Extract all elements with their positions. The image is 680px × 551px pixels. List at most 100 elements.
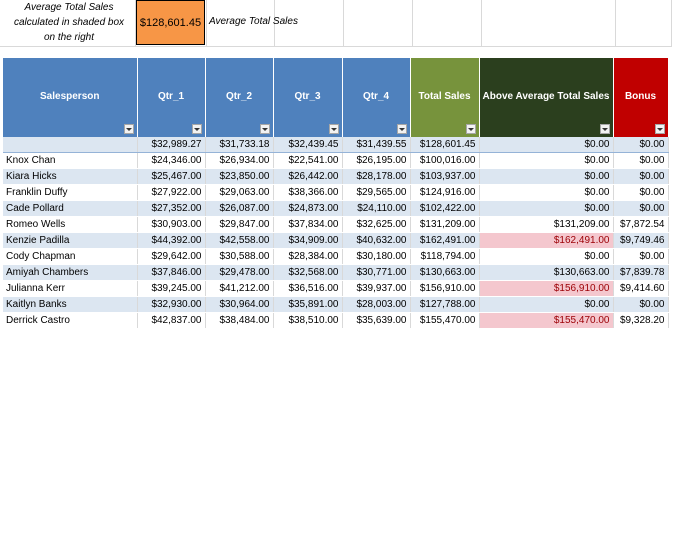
header-qtr-4[interactable]: Qtr_4 [342,58,411,137]
salesperson-cell[interactable]: Amiyah Chambers [3,264,138,281]
header-bonus[interactable]: Bonus [613,58,669,137]
value-cell[interactable]: $24,873.00 [273,200,343,217]
value-cell[interactable]: $26,442.00 [273,168,343,185]
value-cell[interactable]: $155,470.00 [479,312,614,329]
value-cell[interactable]: $0.00 [613,296,669,313]
value-cell[interactable]: $130,663.00 [410,264,480,281]
value-cell[interactable]: $162,491.00 [479,232,614,249]
value-cell[interactable]: $0.00 [479,184,614,201]
value-cell[interactable]: $28,384.00 [273,248,343,265]
value-cell[interactable]: $31,439.55 [342,137,411,153]
value-cell[interactable]: $130,663.00 [479,264,614,281]
value-cell[interactable]: $28,003.00 [342,296,411,313]
value-cell[interactable]: $30,588.00 [205,248,274,265]
value-cell[interactable]: $0.00 [613,137,669,153]
value-cell[interactable]: $23,850.00 [205,168,274,185]
value-cell[interactable]: $32,930.00 [137,296,206,313]
value-cell[interactable]: $0.00 [613,168,669,185]
value-cell[interactable]: $0.00 [479,152,614,169]
value-cell[interactable]: $34,909.00 [273,232,343,249]
value-cell[interactable]: $30,771.00 [342,264,411,281]
salesperson-cell[interactable]: Kiara Hicks [3,168,138,185]
header-salesperson[interactable]: Salesperson [3,58,138,137]
value-cell[interactable]: $128,601.45 [410,137,480,153]
filter-dropdown-icon[interactable] [396,124,407,134]
value-cell[interactable]: $39,937.00 [342,280,411,297]
value-cell[interactable]: $102,422.00 [410,200,480,217]
value-cell[interactable]: $29,565.00 [342,184,411,201]
value-cell[interactable]: $27,922.00 [137,184,206,201]
salesperson-cell[interactable]: Romeo Wells [3,216,138,233]
value-cell[interactable]: $103,937.00 [410,168,480,185]
value-cell[interactable]: $156,910.00 [410,280,480,297]
filter-dropdown-icon[interactable] [465,124,476,134]
value-cell[interactable]: $29,478.00 [205,264,274,281]
value-cell[interactable]: $156,910.00 [479,280,614,297]
value-cell[interactable]: $0.00 [479,168,614,185]
value-cell[interactable]: $30,180.00 [342,248,411,265]
value-cell[interactable]: $0.00 [613,184,669,201]
salesperson-cell[interactable]: Cody Chapman [3,248,138,265]
value-cell[interactable]: $9,328.20 [613,312,669,329]
value-cell[interactable]: $28,178.00 [342,168,411,185]
header-total-sales[interactable]: Total Sales [410,58,480,137]
value-cell[interactable]: $25,467.00 [137,168,206,185]
value-cell[interactable]: $29,642.00 [137,248,206,265]
value-cell[interactable]: $26,934.00 [205,152,274,169]
average-total-cell[interactable]: $128,601.45 [136,0,205,45]
salesperson-cell[interactable] [3,137,138,153]
header-qtr-1[interactable]: Qtr_1 [137,58,206,137]
value-cell[interactable]: $0.00 [479,200,614,217]
value-cell[interactable]: $37,834.00 [273,216,343,233]
value-cell[interactable]: $44,392.00 [137,232,206,249]
value-cell[interactable]: $22,541.00 [273,152,343,169]
value-cell[interactable]: $9,749.46 [613,232,669,249]
value-cell[interactable]: $35,891.00 [273,296,343,313]
filter-dropdown-icon[interactable] [191,124,202,134]
value-cell[interactable]: $32,568.00 [273,264,343,281]
value-cell[interactable]: $24,346.00 [137,152,206,169]
value-cell[interactable]: $30,903.00 [137,216,206,233]
salesperson-cell[interactable]: Cade Pollard [3,200,138,217]
value-cell[interactable]: $42,558.00 [205,232,274,249]
value-cell[interactable]: $124,916.00 [410,184,480,201]
value-cell[interactable]: $0.00 [479,137,614,153]
value-cell[interactable]: $42,837.00 [137,312,206,329]
value-cell[interactable]: $29,847.00 [205,216,274,233]
salesperson-cell[interactable]: Knox Chan [3,152,138,169]
value-cell[interactable]: $0.00 [479,248,614,265]
value-cell[interactable]: $162,491.00 [410,232,480,249]
value-cell[interactable]: $39,245.00 [137,280,206,297]
value-cell[interactable]: $0.00 [613,200,669,217]
value-cell[interactable]: $31,733.18 [205,137,274,153]
value-cell[interactable]: $0.00 [613,248,669,265]
value-cell[interactable]: $40,632.00 [342,232,411,249]
filter-dropdown-icon[interactable] [328,124,339,134]
value-cell[interactable]: $118,794.00 [410,248,480,265]
value-cell[interactable]: $38,484.00 [205,312,274,329]
value-cell[interactable]: $41,212.00 [205,280,274,297]
value-cell[interactable]: $131,209.00 [410,216,480,233]
salesperson-cell[interactable]: Kaitlyn Banks [3,296,138,313]
value-cell[interactable]: $26,087.00 [205,200,274,217]
value-cell[interactable]: $30,964.00 [205,296,274,313]
value-cell[interactable]: $127,788.00 [410,296,480,313]
salesperson-cell[interactable]: Derrick Castro [3,312,138,329]
value-cell[interactable]: $36,516.00 [273,280,343,297]
value-cell[interactable]: $0.00 [479,296,614,313]
value-cell[interactable]: $38,510.00 [273,312,343,329]
value-cell[interactable]: $27,352.00 [137,200,206,217]
header-qtr-2[interactable]: Qtr_2 [205,58,274,137]
header-qtr-3[interactable]: Qtr_3 [273,58,343,137]
value-cell[interactable]: $32,989.27 [137,137,206,153]
salesperson-cell[interactable]: Kenzie Padilla [3,232,138,249]
filter-dropdown-icon[interactable] [259,124,270,134]
filter-dropdown-icon[interactable] [599,124,610,134]
value-cell[interactable]: $38,366.00 [273,184,343,201]
value-cell[interactable]: $32,625.00 [342,216,411,233]
value-cell[interactable]: $24,110.00 [342,200,411,217]
value-cell[interactable]: $26,195.00 [342,152,411,169]
value-cell[interactable]: $37,846.00 [137,264,206,281]
filter-dropdown-icon[interactable] [654,124,665,134]
value-cell[interactable]: $9,414.60 [613,280,669,297]
